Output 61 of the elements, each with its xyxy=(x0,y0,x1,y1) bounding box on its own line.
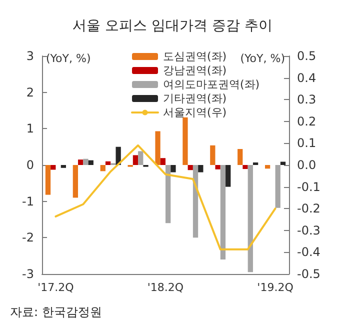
bar xyxy=(50,165,56,170)
x-tick-label: '19.2Q xyxy=(257,281,294,294)
bar xyxy=(275,165,280,208)
bar xyxy=(192,165,198,238)
bar xyxy=(198,165,204,172)
y-tick-label: -2 xyxy=(22,230,34,245)
y2-tick-label: 0.3 xyxy=(297,92,316,107)
y-axis-title: (YoY, %) xyxy=(46,52,91,65)
y2-tick-label: 0.2 xyxy=(297,114,316,128)
y2-tick-label: -0.3 xyxy=(297,223,320,238)
bar xyxy=(188,165,193,170)
legend-label: 도심권역(좌) xyxy=(163,50,227,63)
legend-label: 여의도마포권역(좌) xyxy=(163,78,260,91)
y2-tick-label: 0.4 xyxy=(297,70,316,85)
x-tick-label: '17.2Q xyxy=(38,281,74,294)
bar xyxy=(238,149,243,165)
bar xyxy=(280,162,286,165)
y-tick-label: -1 xyxy=(22,194,34,208)
bar xyxy=(248,165,253,272)
y-tick-label: 1 xyxy=(26,122,34,136)
bar xyxy=(132,155,138,165)
chart-title: 서울 오피스 임대가격 증감 추이 xyxy=(72,18,272,34)
text: 자료: 한국감정원 xyxy=(10,305,102,319)
bar xyxy=(226,165,231,187)
y-tick-label: 2 xyxy=(26,85,34,100)
y2-axis-title: (YoY, %) xyxy=(240,52,285,65)
y2-tick-label: 0.5 xyxy=(297,49,316,63)
bar xyxy=(220,165,226,260)
bar xyxy=(60,165,66,168)
y2-tick-label: 0.0 xyxy=(297,158,316,172)
bar xyxy=(72,165,78,198)
y2-tick-label: -0.2 xyxy=(297,202,320,216)
y-tick-label: -3 xyxy=(22,267,34,281)
legend-label: 서울지역(우) xyxy=(163,106,227,119)
legend-label: 기타권역(좌) xyxy=(163,92,227,105)
bar xyxy=(83,158,88,165)
bar xyxy=(78,160,84,165)
bar xyxy=(100,165,106,172)
legend-label: 강남권역(좌) xyxy=(163,64,227,77)
bar xyxy=(242,165,248,169)
bar xyxy=(170,165,176,172)
bar xyxy=(105,161,111,165)
bar xyxy=(88,160,94,165)
bar xyxy=(215,165,220,170)
y2-tick-label: -0.5 xyxy=(297,267,320,281)
y-tick-label: 3 xyxy=(26,49,34,63)
y2-tick-label: -0.1 xyxy=(297,180,320,194)
y-tick-label: 0 xyxy=(26,158,34,172)
bar xyxy=(155,131,160,165)
bar xyxy=(160,158,166,165)
bar xyxy=(45,165,51,195)
bar xyxy=(210,145,216,165)
y2-tick-label: -0.4 xyxy=(297,245,320,260)
bar xyxy=(264,165,270,169)
bar xyxy=(182,117,188,165)
bar xyxy=(252,162,258,165)
y2-tick-label: 0.1 xyxy=(297,136,316,150)
x-tick-label: '18.2Q xyxy=(147,281,184,294)
line-series xyxy=(54,144,276,250)
bar xyxy=(138,151,144,165)
bar xyxy=(166,165,171,224)
